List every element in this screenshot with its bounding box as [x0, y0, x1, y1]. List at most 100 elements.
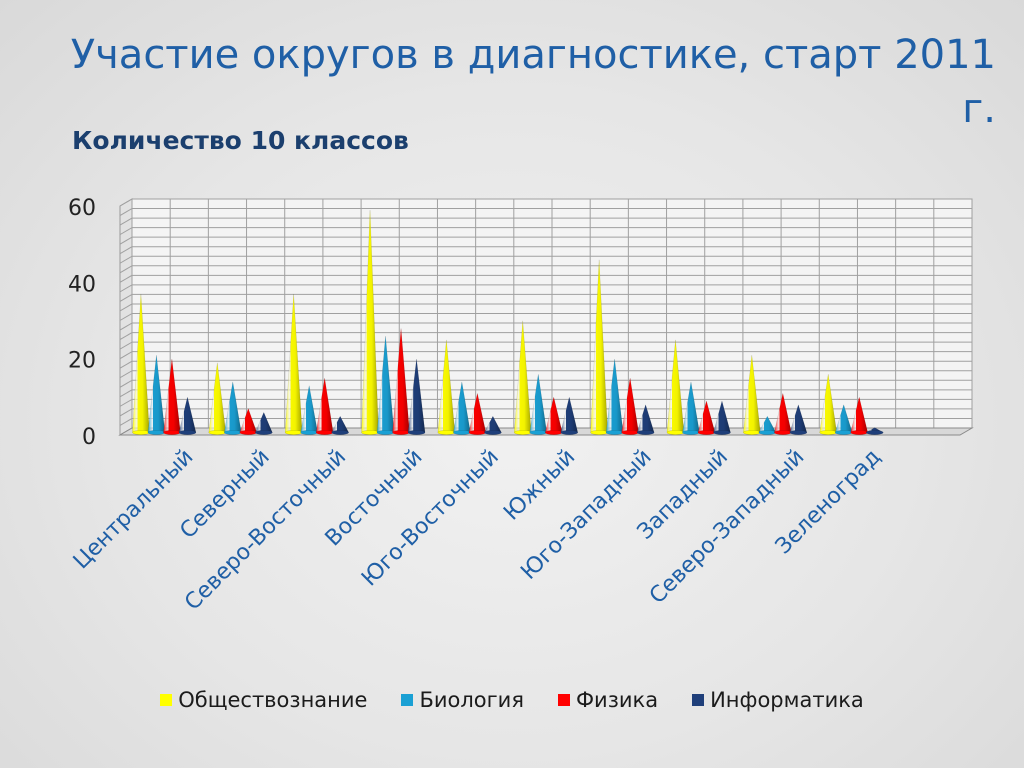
cone-bar-base [850, 430, 868, 435]
cone-bar-base [163, 430, 181, 435]
cone-bar-shading [545, 397, 563, 433]
cone-bar-shading [697, 400, 715, 433]
category-label: Юго-Западный [516, 445, 656, 585]
gridline-side [119, 293, 133, 302]
legend-label: Обществознание [178, 688, 368, 712]
gridline-side [119, 360, 133, 369]
cone-bar-base [865, 430, 884, 435]
cone-bar-base [361, 430, 379, 435]
gridline-side [119, 217, 133, 226]
legend-item: Физика [557, 688, 659, 712]
cone-bar-base [224, 430, 242, 435]
cone-bar-base [666, 430, 685, 435]
cone-bar-shading [316, 378, 334, 433]
cone-bar-base [255, 430, 273, 435]
cone-bar-base [315, 430, 334, 435]
gridline-side [119, 341, 133, 350]
cone-bar-base [178, 430, 197, 435]
gridline-side [119, 332, 133, 341]
cone-bar-base [284, 430, 303, 435]
y-tick-label: 0 [82, 425, 96, 450]
category-label: Центральный [69, 445, 199, 575]
cone-bar-shading [514, 320, 532, 433]
category-label: Южный [499, 445, 580, 526]
cone-bar-shading [377, 336, 395, 433]
cone-bar-base [545, 430, 563, 435]
legend-label: Физика [575, 688, 659, 712]
cone-bar-shading [560, 397, 578, 433]
gridline-side [119, 246, 133, 255]
cone-bar-base [468, 430, 487, 435]
cone-bar-base [789, 430, 808, 435]
chart-subtitle: Количество 10 классов [72, 126, 409, 155]
slide-title: Участие округов в диагностике, старт 201… [70, 32, 996, 132]
cone-bar-base [605, 430, 624, 435]
legend-item: Информатика [692, 688, 864, 712]
legend-label: Биология [419, 688, 524, 712]
gridline-side [119, 313, 133, 321]
gridline-side [119, 265, 133, 274]
cone-bar-base [437, 430, 456, 435]
cone-bar-shading [850, 397, 868, 433]
cone-bar-shading [331, 416, 349, 433]
gridline-side [119, 398, 133, 407]
cone-bar-shading [178, 397, 196, 433]
cone-bar-base [453, 430, 471, 435]
y-tick-label: 60 [68, 196, 96, 221]
cone-bar-base [514, 430, 532, 435]
cone-bar-base [697, 430, 716, 435]
cone-bar-shading [392, 328, 410, 433]
cone-bar-shading [255, 412, 273, 433]
cone-bar-base [484, 430, 502, 435]
legend-swatch [692, 694, 705, 706]
cone-bar-shading [713, 400, 731, 433]
cone-bar-base [300, 430, 318, 435]
gridline-side [119, 389, 133, 398]
cone-bar-shading [606, 358, 624, 433]
cone-bar-base [636, 430, 655, 435]
cone-bar-shading [361, 210, 379, 433]
gridline-side [119, 379, 133, 388]
gridline-side [119, 236, 133, 245]
chart-legend: Обществознание Биология Физика Информатика [0, 688, 1024, 712]
cone-bar-base [407, 430, 426, 435]
gridline-side [119, 255, 133, 264]
cone-bar-base [208, 430, 227, 435]
y-tick-label: 40 [68, 272, 96, 297]
cone-bar-shading [590, 259, 608, 433]
cone-bar-base [621, 430, 639, 435]
cone-bar-shading [300, 385, 318, 433]
cone-bar-shading [484, 416, 502, 433]
y-tick-label: 20 [68, 349, 96, 374]
cone-bar-shading [758, 416, 776, 433]
cone-bar-base [331, 430, 349, 435]
legend-swatch [160, 694, 173, 706]
cone-bar-shading [239, 408, 257, 433]
gridline-side [119, 418, 133, 426]
cone-bar-shading [529, 374, 547, 433]
cone-bar-shading [666, 339, 684, 433]
cone-bar-shading [468, 393, 486, 433]
cone-bar-shading [835, 404, 853, 433]
cone-bar-base [147, 430, 166, 435]
legend-swatch [401, 694, 414, 706]
cone-bar-shading [224, 381, 242, 433]
cone-bar-shading [132, 294, 150, 433]
cone-bar-base [758, 430, 777, 435]
gridline-side [119, 303, 133, 312]
cone-bar-base [529, 430, 547, 435]
gridline-side [119, 322, 133, 331]
cone-bar-shading [743, 355, 761, 433]
cone-bar-base [132, 430, 150, 435]
cone-bar-shading [682, 381, 700, 433]
cone-bar-base [743, 430, 761, 435]
cone-bar-shading [408, 358, 426, 433]
gridline-side [119, 198, 133, 207]
cone-bar-shading [208, 362, 226, 433]
gridline-side [119, 274, 133, 283]
gridline-side [119, 408, 133, 417]
category-label: Юго-Восточный [357, 445, 504, 592]
cone-bar-base [590, 430, 608, 435]
cone-bar-base [392, 430, 410, 435]
